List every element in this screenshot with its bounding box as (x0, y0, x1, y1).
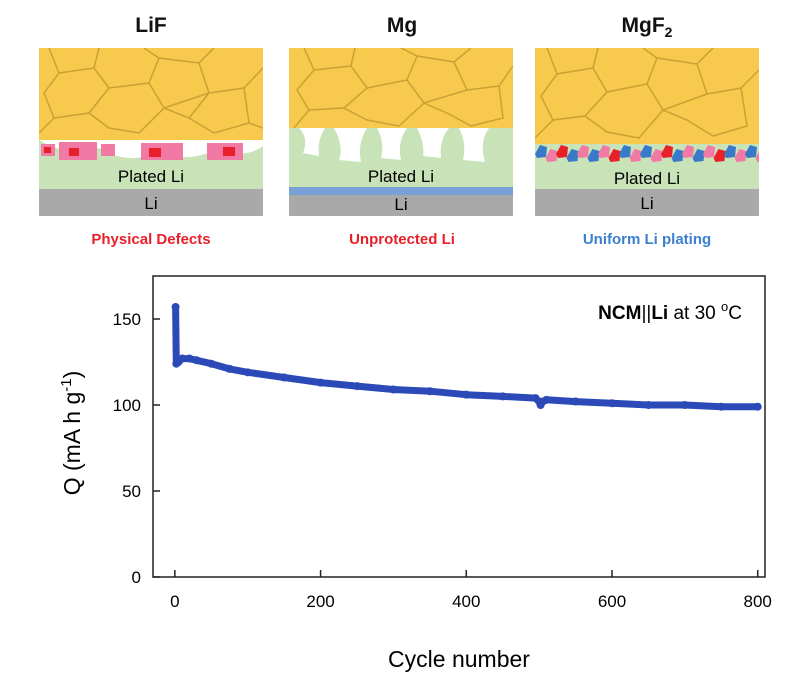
data-point (243, 368, 252, 377)
li-base-layer (39, 189, 263, 216)
mgf2-particle (650, 149, 663, 162)
annotation-sep: || (641, 303, 651, 324)
data-point (185, 354, 194, 363)
x-tick-label: 600 (598, 592, 626, 611)
data-point (542, 395, 551, 404)
chart-annotation: NCM||Li at 30 oC (598, 299, 742, 324)
y-label-end: ) (59, 371, 85, 379)
grain-boundaries (535, 48, 759, 139)
mgf2-particle (703, 145, 715, 158)
mgf2-particles (535, 145, 759, 162)
mgf2-particle (566, 149, 579, 162)
y-tick-label: 0 (132, 568, 141, 587)
mgf2-particle (734, 149, 747, 162)
data-point (462, 390, 471, 399)
x-tick-label: 800 (744, 592, 772, 611)
dendrite-voids (299, 128, 489, 162)
panel-title-mgf2-sub: 2 (664, 24, 673, 41)
grain-region (289, 48, 513, 128)
panel-lif-illustration: Plated Li Li (39, 48, 263, 216)
li-label: Li (394, 195, 407, 214)
panel-title-mgf2: MgF2 (532, 14, 762, 40)
li-base-layer (535, 189, 759, 216)
panel-mgf2: Plated Li Li (535, 48, 759, 216)
data-point (192, 356, 201, 365)
panel-mg: Plated Li Li (289, 48, 513, 216)
plated-li-label: Plated Li (118, 167, 184, 186)
caption-physical-defects: Physical Defects (91, 231, 211, 248)
annotation-unit: C (728, 303, 742, 324)
panel-title-mg: Mg (386, 14, 418, 37)
y-tick-label: 100 (113, 396, 141, 415)
mgf2-particle (755, 151, 759, 162)
panel-title-lif: LiF (135, 14, 167, 37)
mgf2-particle (619, 145, 631, 158)
mgf2-particle (640, 145, 652, 158)
data-point (207, 359, 216, 368)
data-point (225, 364, 234, 373)
data-point (171, 302, 180, 311)
y-tick-label: 50 (122, 482, 141, 501)
mgf2-particle (545, 149, 558, 162)
mgf2-particle (598, 145, 610, 158)
mgf2-particle (556, 145, 568, 158)
x-tick-label: 0 (170, 592, 179, 611)
data-point (571, 397, 580, 406)
grain-boundaries (293, 48, 513, 129)
mgf2-particle (745, 145, 757, 158)
mgf2-particle (661, 145, 673, 158)
data-point (280, 373, 289, 382)
x-axis-label: Cycle number (388, 646, 530, 672)
li-base-layer (289, 195, 513, 216)
y-axis-label: Q (mA h g-1) (58, 371, 85, 496)
x-tick-label: 200 (306, 592, 334, 611)
panel-title-mgf2-main: MgF (621, 14, 665, 37)
x-tick-label: 400 (452, 592, 480, 611)
data-point (178, 354, 187, 363)
data-point (498, 392, 507, 401)
caption-unprotected-li: Unprotected Li (349, 231, 455, 248)
mgf2-particle (535, 145, 547, 158)
panel-mgf2-illustration: Plated Li Li (535, 48, 759, 216)
data-point (644, 401, 653, 409)
grain-boundaries (39, 48, 263, 134)
mgf2-particle (724, 145, 736, 158)
plot-frame (152, 275, 766, 578)
y-label-main: Q (mA h g (59, 392, 85, 496)
mgf2-particle (671, 149, 684, 162)
li-label: Li (640, 194, 653, 213)
annotation-ncm: NCM (598, 303, 641, 324)
annotation-rest: at 30 (668, 303, 721, 324)
li-label: Li (144, 194, 157, 213)
lif-particles (41, 142, 243, 160)
mgf2-particle (608, 149, 621, 162)
mgf2-particle (577, 145, 589, 158)
mgf2-particle (682, 145, 694, 158)
annotation-li: Li (651, 303, 668, 324)
data-point (717, 402, 726, 411)
data-point (425, 387, 434, 396)
data-point (389, 385, 398, 394)
mg-layer (289, 187, 513, 195)
y-label-sup: -1 (58, 378, 75, 391)
data-point (608, 399, 616, 408)
mgf2-particle (587, 149, 600, 162)
data-point (316, 378, 325, 387)
mgf2-particle (629, 149, 642, 162)
mgf2-particle (692, 149, 705, 162)
plated-li-label: Plated Li (368, 167, 434, 186)
annotation-degree: o (721, 299, 728, 314)
panel-lif: Plated Li Li (39, 48, 263, 216)
mgf2-particle (713, 149, 726, 162)
caption-uniform-plating: Uniform Li plating (582, 231, 712, 248)
plated-li-label: Plated Li (614, 169, 680, 188)
y-tick-label: 150 (113, 310, 141, 329)
data-point (753, 402, 762, 411)
data-point (680, 401, 689, 409)
panel-mg-illustration: Plated Li Li (289, 48, 513, 216)
data-point (353, 382, 361, 391)
grain-region (39, 48, 263, 140)
